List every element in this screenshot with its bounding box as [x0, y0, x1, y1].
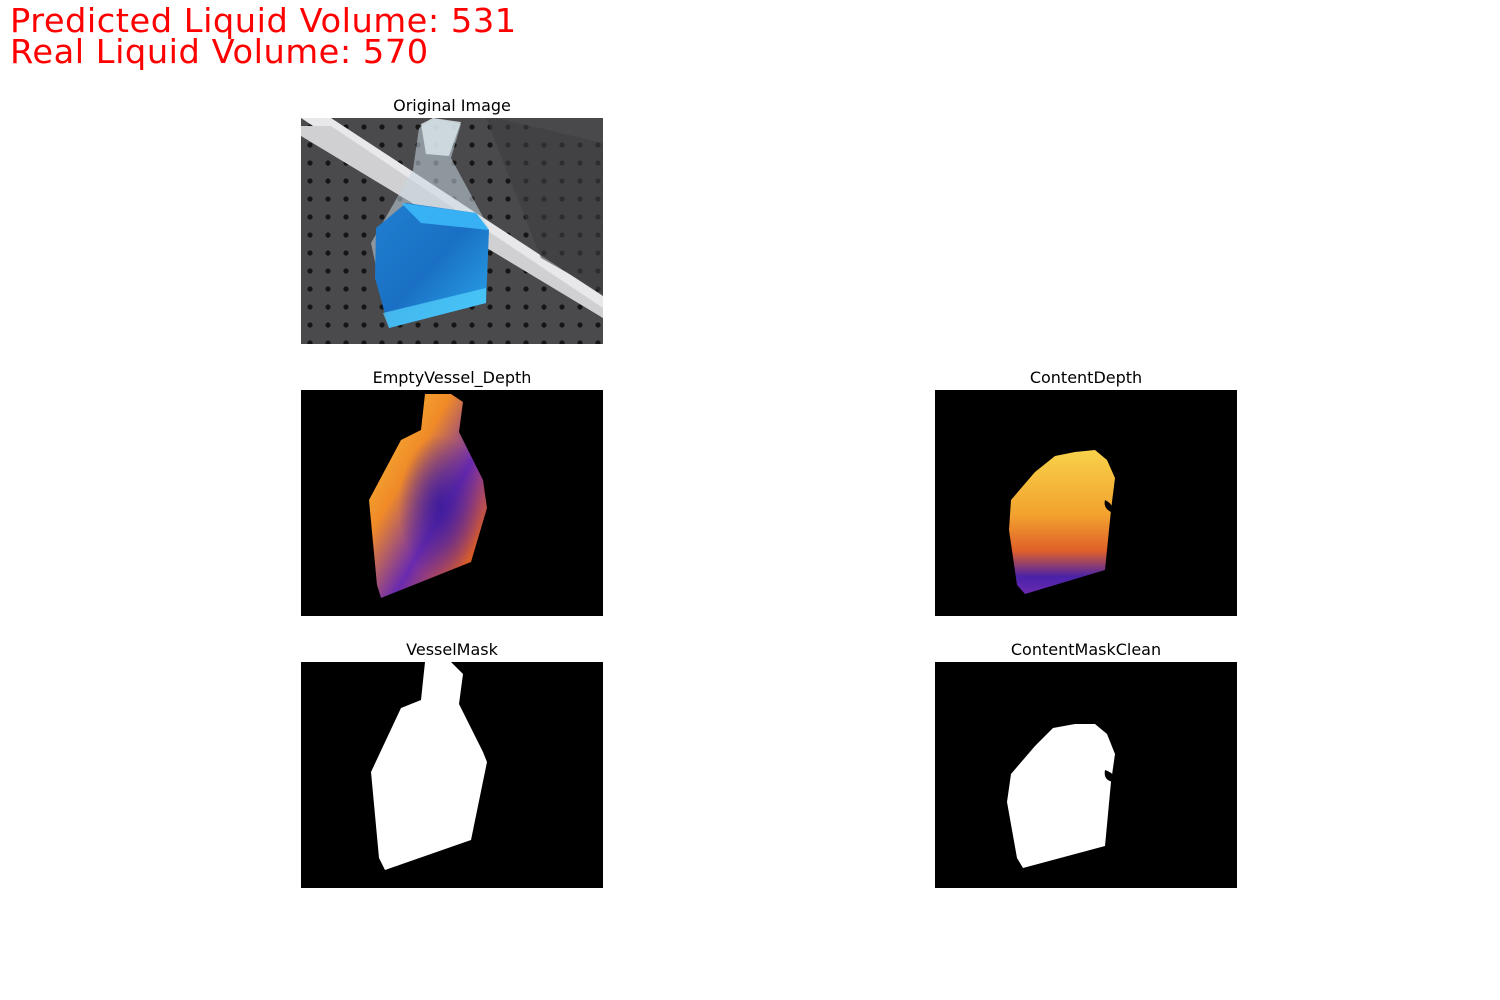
panel-content-depth: ContentDepth [935, 366, 1237, 616]
panel-title: EmptyVessel_Depth [372, 368, 532, 387]
content-mask-clean-image [935, 662, 1237, 888]
panel-title: ContentDepth [1029, 368, 1143, 387]
empty-vessel-depth-map [301, 390, 603, 616]
original-photo [301, 118, 603, 344]
panel-empty-vessel-depth: EmptyVessel_Depth [301, 366, 603, 616]
vessel-mask-image [301, 662, 603, 888]
panel-title: VesselMask [406, 640, 498, 659]
predicted-volume-text: Predicted Liquid Volume: 531 [10, 1, 517, 40]
panel-content-mask-clean: ContentMaskClean [935, 638, 1237, 888]
real-volume-text: Real Liquid Volume: 570 [10, 32, 429, 71]
panel-original-image: Original Image [301, 94, 603, 344]
content-depth-map [935, 390, 1237, 616]
panel-title: ContentMaskClean [1010, 640, 1162, 659]
panel-vessel-mask: VesselMask [301, 638, 603, 888]
panel-title: Original Image [393, 96, 511, 115]
